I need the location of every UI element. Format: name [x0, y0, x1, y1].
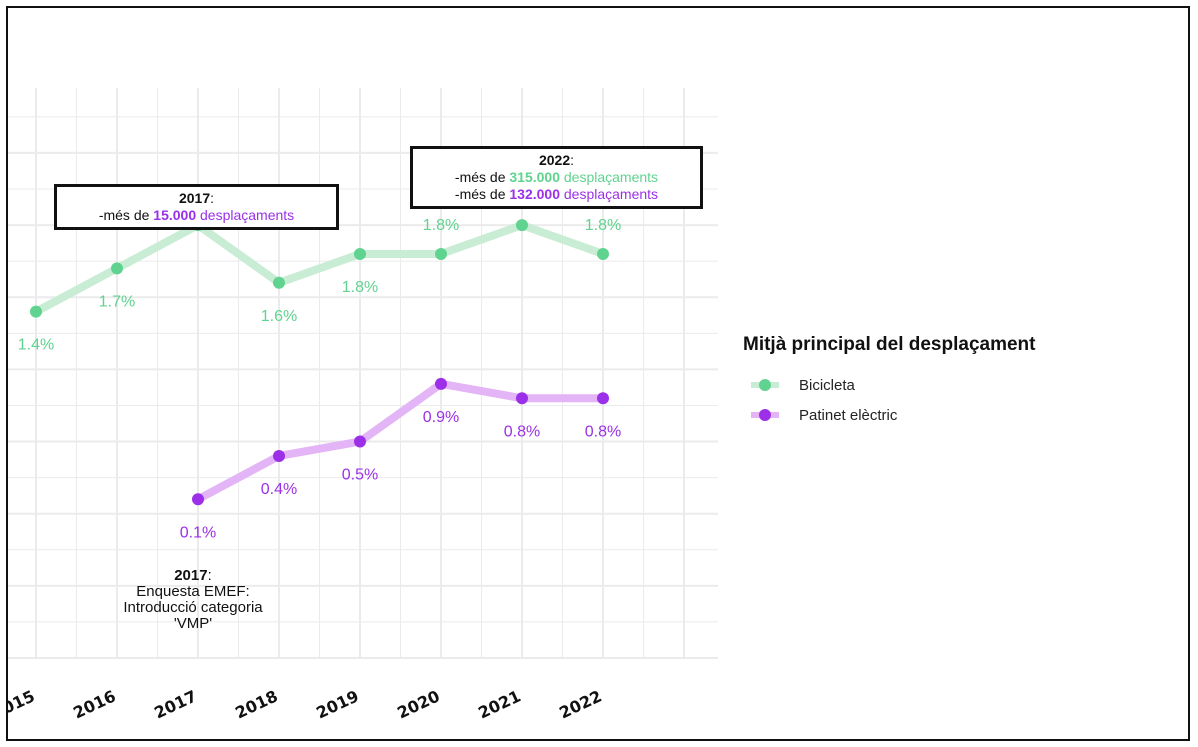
data-point-bicicleta-2018 [273, 276, 285, 289]
x-tick-label-2015: 2015 [8, 686, 38, 722]
legend-key-bicicleta [751, 377, 779, 393]
annotation-2017-suffix: desplaçaments [196, 207, 295, 223]
annotation-2017-year: 2017 [178, 190, 211, 206]
data-label-bicicleta-2019: 1.8% [342, 279, 378, 296]
annotation-note-2017: 2017: Enquesta EMEF: Introducció categor… [103, 568, 283, 632]
legend-item-patinet: Patinet elèctric [743, 400, 1035, 430]
note-2017-line2: Introducció categoria [123, 599, 263, 616]
annotation-box-2022: 2022: -més de 315.000 desplaçaments -més… [410, 146, 703, 209]
series-line-bicicleta [32, 221, 607, 316]
data-label-bicicleta-2015: 1.4% [18, 337, 54, 354]
x-tick-label-2018: 2018 [232, 686, 280, 722]
data-label-bicicleta-2016: 1.7% [99, 293, 135, 310]
legend-title: Mitjà principal del desplaçament [743, 334, 1036, 355]
legend-dot-bicicleta [759, 379, 771, 391]
data-point-bicicleta-2020 [435, 247, 447, 260]
data-labels: 1.4%1.7%2%1.6%1.8%1.8%2%1.8%0.1%0.4%0.5%… [18, 188, 621, 541]
annotation-2022-year-colon: : [570, 152, 575, 168]
annotation-2017-value: 15.000 [153, 207, 197, 223]
data-label-patinet-2020: 0.9% [423, 409, 459, 426]
data-label-patinet-2019: 0.5% [342, 467, 378, 484]
x-tick-label-2020: 2020 [394, 686, 442, 722]
annotation-2022-line2-value: 132.000 [509, 186, 560, 202]
data-point-bicicleta-2021 [516, 219, 528, 232]
legend-dot-patinet [759, 409, 771, 421]
annotation-2017-prefix: -més de [98, 207, 154, 223]
data-label-patinet-2017: 0.1% [180, 524, 216, 541]
legend-item-bicicleta: Bicicleta [743, 370, 1035, 400]
legend: Mitjà principal del desplaçament Bicicle… [743, 334, 1035, 430]
data-point-bicicleta-2016 [111, 262, 123, 275]
x-tick-label-2017: 2017 [151, 686, 199, 722]
x-tick-label-2019: 2019 [313, 686, 361, 722]
annotation-2022-year: 2022 [538, 152, 571, 168]
note-2017-line1: Enquesta EMEF: [136, 583, 250, 600]
data-label-patinet-2021: 0.8% [504, 423, 540, 440]
legend-key-patinet [751, 407, 779, 423]
annotation-2022-line1-suffix: desplaçaments [560, 169, 659, 185]
annotation-2022-line2-suffix: desplaçaments [560, 186, 659, 202]
note-2017-line3: 'VMP' [173, 615, 213, 632]
data-point-patinet-2022 [597, 392, 609, 405]
data-label-bicicleta-2018: 1.6% [261, 308, 297, 325]
data-point-patinet-2020 [435, 377, 447, 390]
data-point-bicicleta-2015 [30, 305, 42, 318]
chart-frame: 1.4%1.7%2%1.6%1.8%1.8%2%1.8%0.1%0.4%0.5%… [6, 6, 1190, 741]
x-tick-label-2021: 2021 [475, 686, 523, 722]
data-point-patinet-2021 [516, 392, 528, 405]
data-point-patinet-2017 [192, 493, 204, 506]
annotation-2022-line2-prefix: -més de [454, 186, 510, 202]
data-point-patinet-2019 [354, 435, 366, 448]
data-label-bicicleta-2020: 1.8% [423, 217, 459, 234]
x-tick-label-2016: 2016 [70, 686, 118, 722]
data-point-bicicleta-2019 [354, 247, 366, 260]
series-line-patinet [194, 379, 607, 504]
data-point-bicicleta-2022 [597, 247, 609, 260]
legend-label-bicicleta: Bicicleta [799, 376, 855, 394]
annotation-2017-year-colon: : [210, 190, 215, 206]
data-label-bicicleta-2022: 1.8% [585, 217, 621, 234]
annotation-box-2017: 2017: -més de 15.000 desplaçaments [54, 184, 339, 230]
data-point-patinet-2018 [273, 449, 285, 462]
x-axis-ticks: 2015 2016 2017 2018 2019 2020 2021 2022 [8, 686, 605, 722]
x-tick-label-2022: 2022 [556, 686, 604, 722]
note-2017-year: 2017 [174, 567, 208, 584]
data-label-patinet-2018: 0.4% [261, 481, 297, 498]
data-label-patinet-2022: 0.8% [585, 423, 621, 440]
note-2017-year-colon: : [207, 567, 212, 584]
annotation-2022-line1-prefix: -més de [454, 169, 510, 185]
legend-label-patinet: Patinet elèctric [799, 406, 898, 424]
annotation-2022-line1-value: 315.000 [509, 169, 560, 185]
